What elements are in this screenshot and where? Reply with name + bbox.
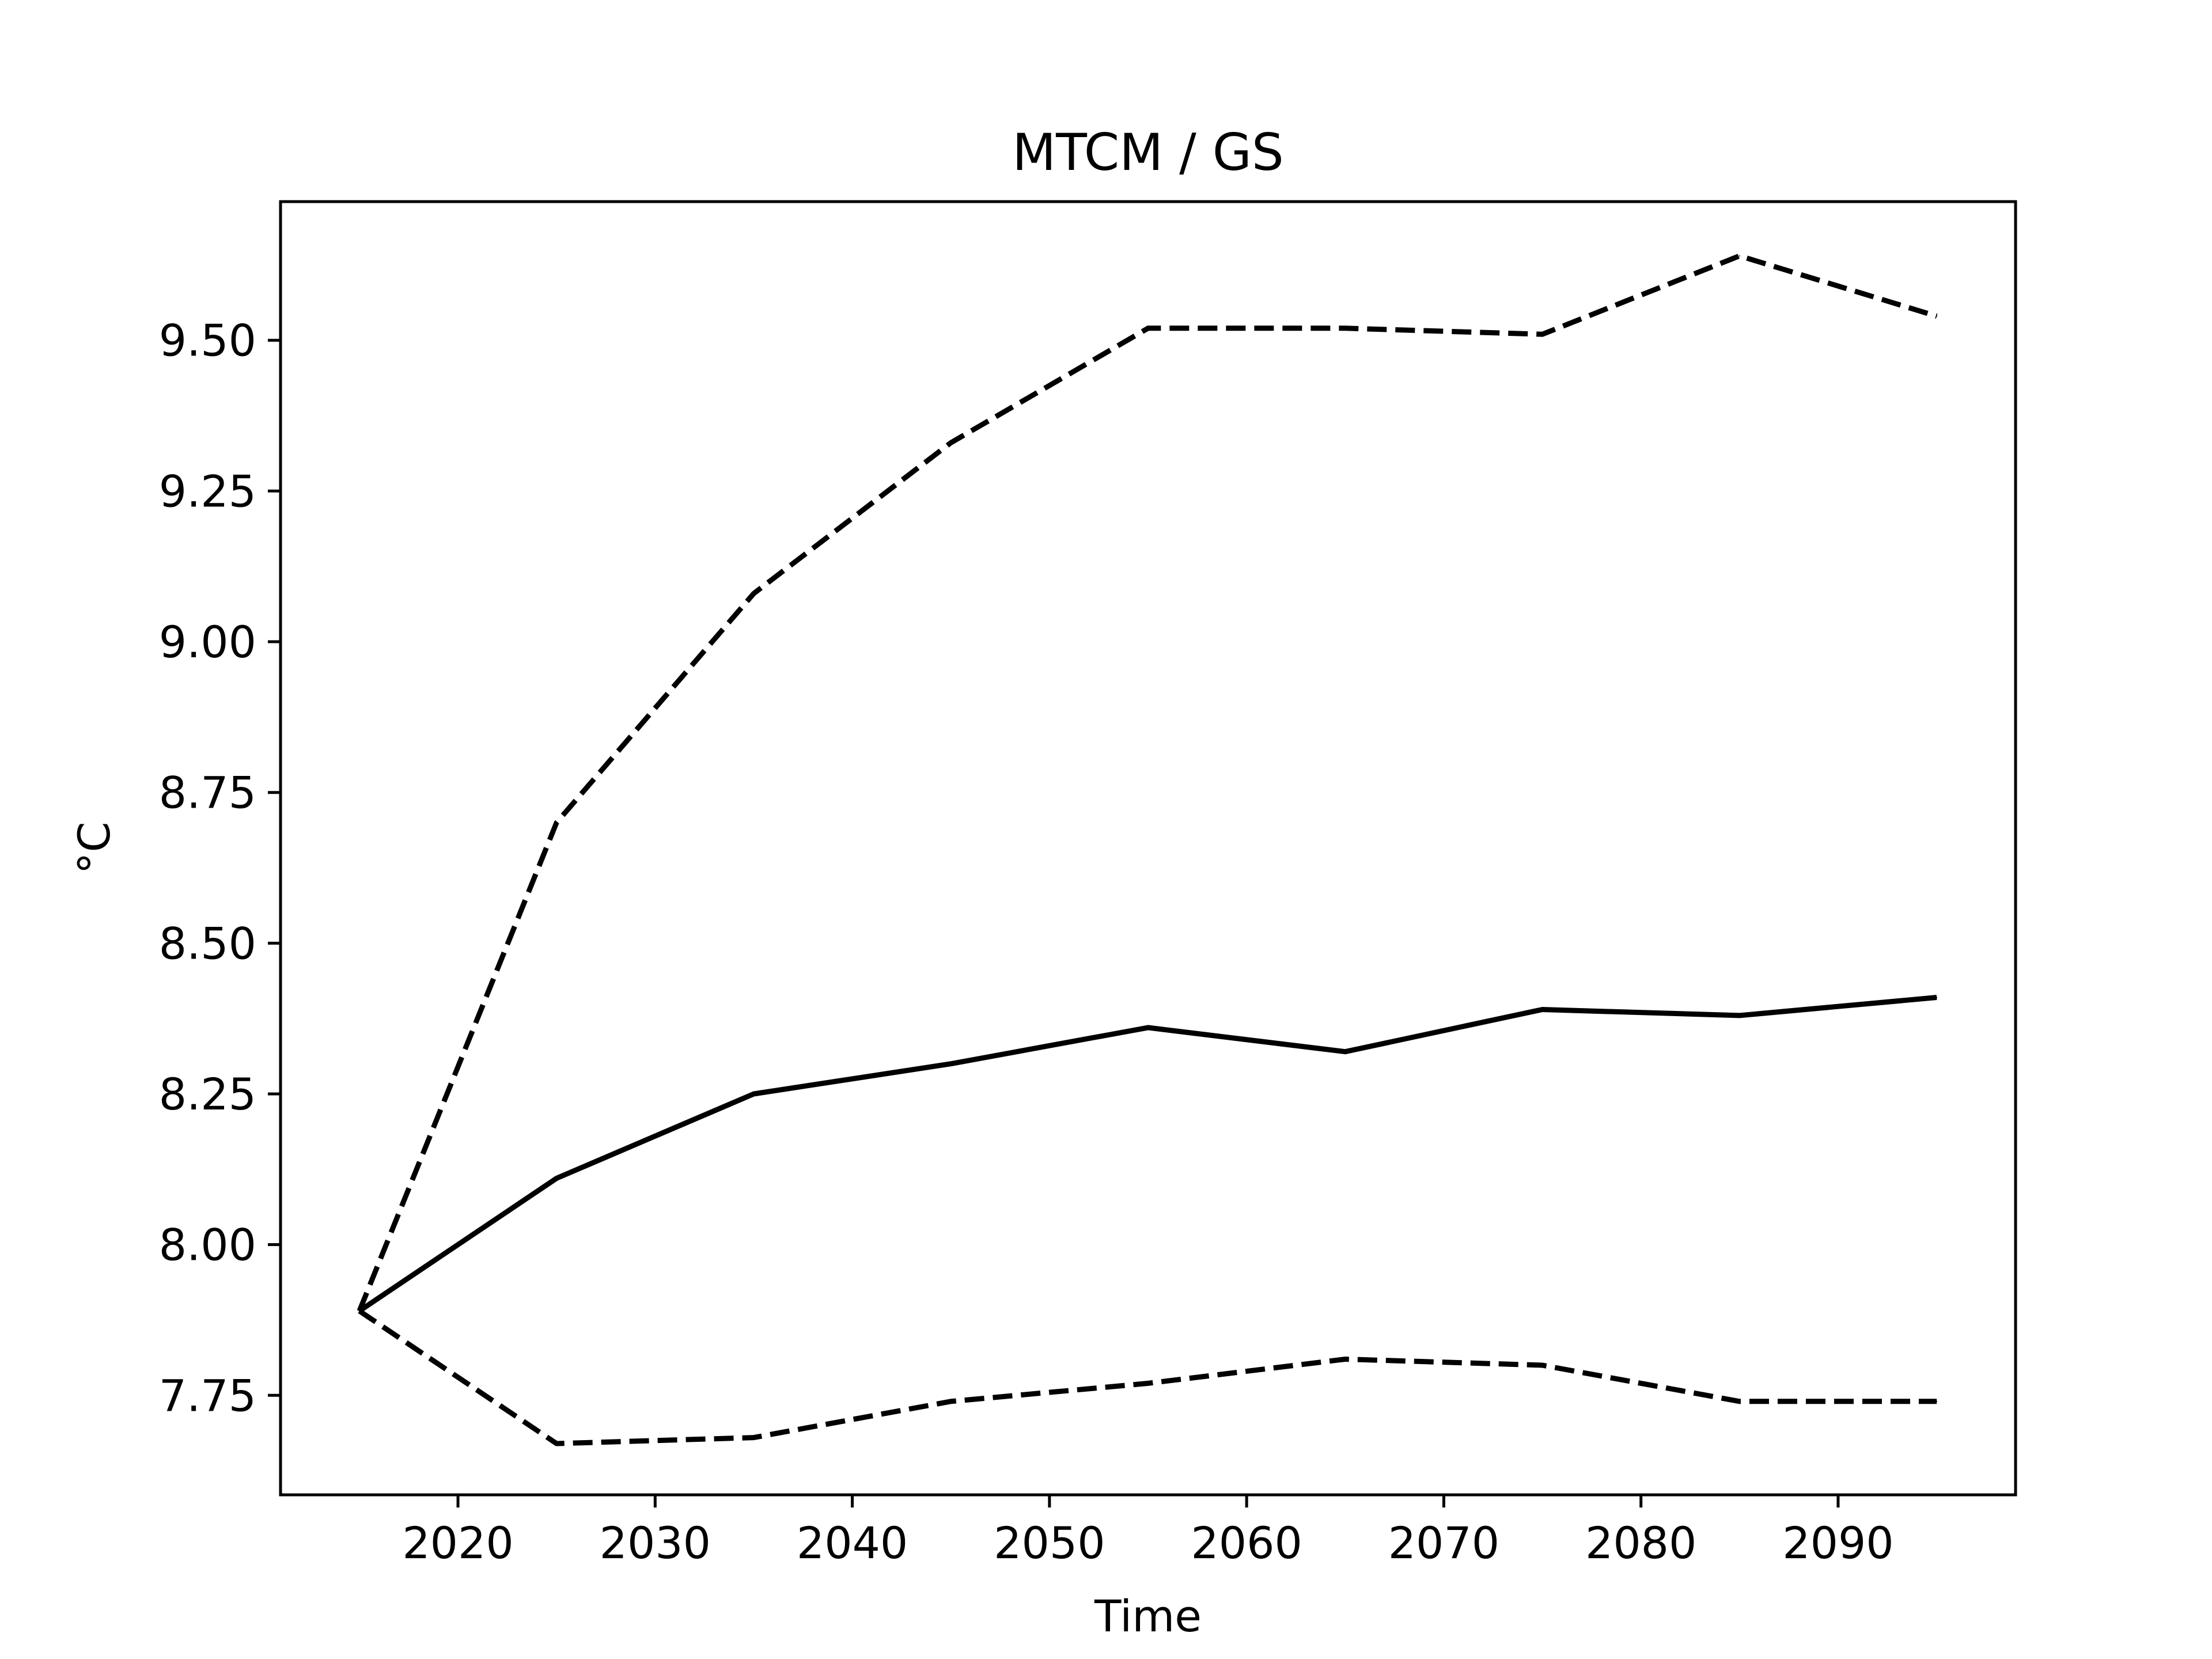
data-point — [358, 1310, 360, 1312]
y-axis-label: °C — [69, 821, 120, 874]
x-tick-label: 2020 — [402, 1517, 513, 1569]
data-point — [753, 593, 755, 594]
data-point — [1738, 1014, 1740, 1016]
x-tick-label: 2050 — [994, 1517, 1105, 1569]
x-tick-label: 2080 — [1585, 1517, 1696, 1569]
data-point — [950, 442, 952, 444]
data-point — [950, 1063, 952, 1065]
data-point — [753, 1437, 755, 1438]
x-tick-label: 2040 — [797, 1517, 908, 1569]
y-tick-label: 7.75 — [159, 1370, 256, 1421]
data-point — [1936, 315, 1938, 317]
y-axis-ticks: 7.75 8.00 8.25 8.50 8.75 9.00 9.25 9.50 — [159, 315, 281, 1421]
data-point — [1147, 1382, 1149, 1384]
data-point — [556, 1443, 558, 1445]
y-tick-label: 8.00 — [159, 1219, 256, 1271]
data-point — [556, 1177, 558, 1179]
data-point — [753, 1093, 755, 1094]
data-point — [556, 822, 558, 824]
plot-layer — [357, 253, 1938, 1446]
x-tick-label: 2070 — [1388, 1517, 1499, 1569]
y-tick-label: 8.50 — [159, 918, 256, 969]
data-point — [950, 1400, 952, 1402]
y-tick-label: 9.25 — [159, 465, 256, 517]
data-point — [1541, 1009, 1543, 1010]
y-tick-label: 9.00 — [159, 616, 256, 668]
x-tick-label: 2090 — [1782, 1517, 1893, 1569]
data-point — [1344, 1358, 1346, 1360]
x-axis-ticks: 2020 2030 2040 2050 2060 2070 2080 2090 — [402, 1495, 1894, 1569]
data-point — [1738, 1400, 1740, 1402]
y-tick-label: 8.75 — [159, 767, 256, 819]
data-point — [1541, 1364, 1543, 1366]
chart-title: MTCM / GS — [1012, 123, 1284, 182]
data-point — [1541, 334, 1543, 335]
data-point — [1738, 255, 1740, 257]
x-tick-label: 2060 — [1191, 1517, 1302, 1569]
y-tick-label: 8.25 — [159, 1069, 256, 1120]
data-point — [1344, 327, 1346, 329]
plot-frame — [279, 200, 2017, 1497]
data-point — [1147, 327, 1149, 329]
x-axis-label: Time — [1094, 1590, 1202, 1642]
x-tick-label: 2030 — [600, 1517, 711, 1569]
data-point — [1147, 1027, 1149, 1028]
data-point — [1936, 1400, 1938, 1402]
y-tick-label: 9.50 — [159, 315, 256, 366]
data-point — [1936, 997, 1938, 998]
data-point — [1344, 1051, 1346, 1052]
